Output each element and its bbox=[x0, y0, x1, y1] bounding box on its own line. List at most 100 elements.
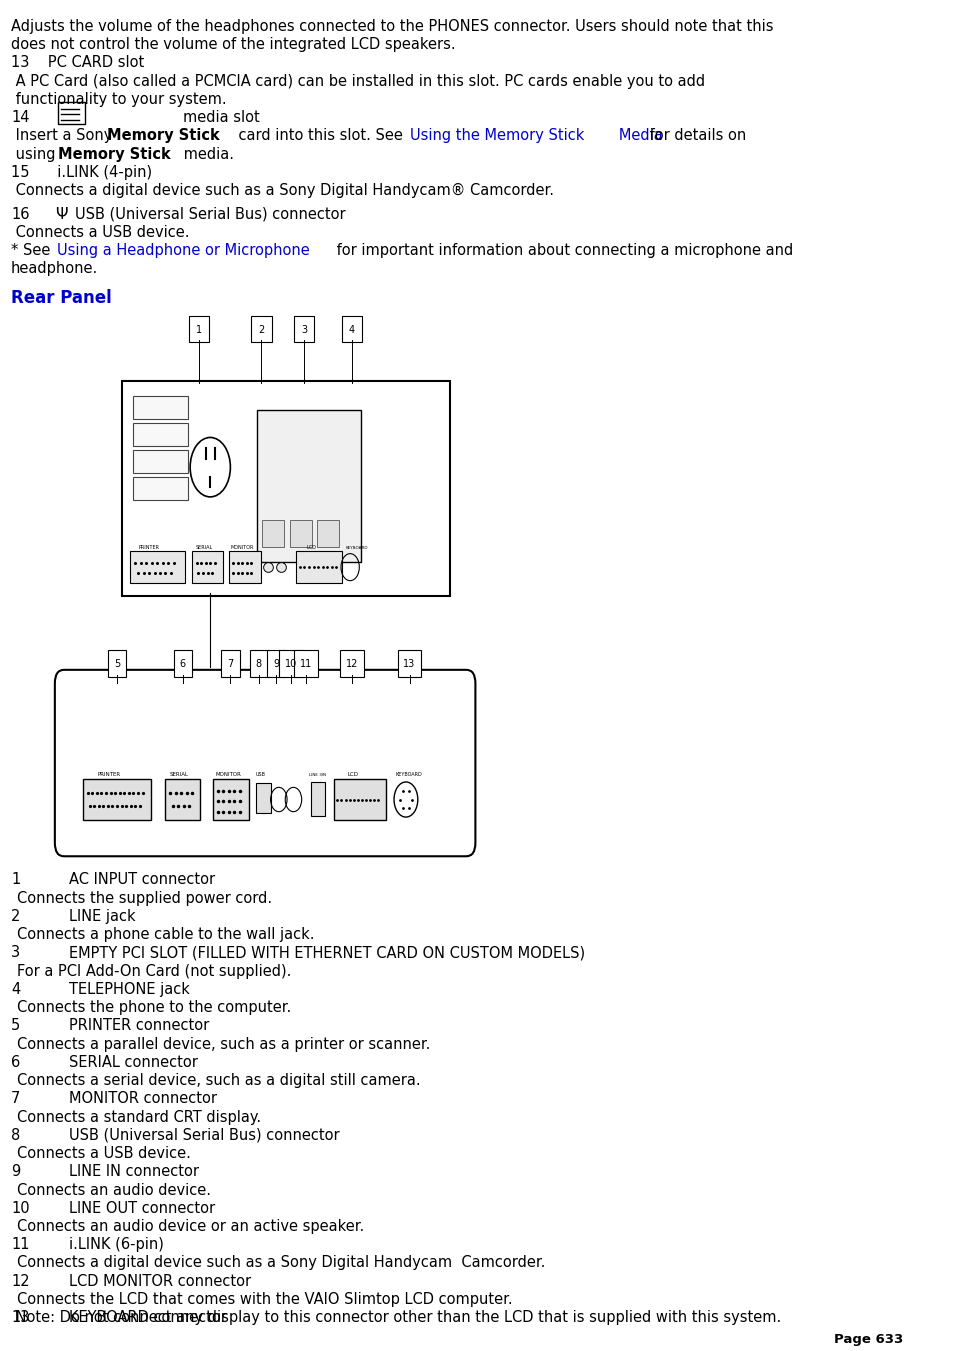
FancyBboxPatch shape bbox=[290, 520, 312, 547]
Text: 1: 1 bbox=[10, 873, 20, 888]
Text: 15      i.LINK (4-pin): 15 i.LINK (4-pin) bbox=[10, 165, 152, 180]
Text: 2: 2 bbox=[10, 909, 20, 924]
FancyBboxPatch shape bbox=[108, 650, 126, 677]
FancyBboxPatch shape bbox=[133, 477, 188, 500]
Text: 9: 9 bbox=[273, 659, 279, 669]
Text: for details on: for details on bbox=[645, 128, 746, 143]
Text: 3: 3 bbox=[10, 946, 20, 961]
FancyBboxPatch shape bbox=[278, 650, 302, 677]
FancyBboxPatch shape bbox=[294, 650, 317, 677]
Text: AC INPUT connector: AC INPUT connector bbox=[69, 873, 214, 888]
Text: SERIAL: SERIAL bbox=[195, 544, 213, 550]
Text: Connects an audio device or an active speaker.: Connects an audio device or an active sp… bbox=[17, 1219, 364, 1233]
FancyBboxPatch shape bbox=[173, 650, 192, 677]
FancyBboxPatch shape bbox=[130, 551, 185, 584]
FancyBboxPatch shape bbox=[397, 650, 421, 677]
Text: 13    PC CARD slot: 13 PC CARD slot bbox=[10, 55, 144, 70]
Text: 1: 1 bbox=[196, 326, 202, 335]
Text: Ψ: Ψ bbox=[54, 207, 68, 222]
Text: Connects a serial device, such as a digital still camera.: Connects a serial device, such as a digi… bbox=[17, 1073, 420, 1088]
Text: Adjusts the volume of the headphones connected to the PHONES connector. Users sh: Adjusts the volume of the headphones con… bbox=[10, 19, 773, 34]
Text: 2: 2 bbox=[258, 326, 264, 335]
Text: 14: 14 bbox=[10, 109, 30, 126]
Text: Insert a Sony: Insert a Sony bbox=[10, 128, 117, 143]
FancyBboxPatch shape bbox=[133, 396, 188, 419]
Text: Connects a standard CRT display.: Connects a standard CRT display. bbox=[17, 1109, 261, 1124]
Text: LINE 3IN: LINE 3IN bbox=[309, 773, 326, 777]
Text: LINE jack: LINE jack bbox=[69, 909, 135, 924]
Text: 10: 10 bbox=[284, 659, 296, 669]
Text: card into this slot. See: card into this slot. See bbox=[220, 128, 407, 143]
Text: 6: 6 bbox=[10, 1055, 20, 1070]
FancyBboxPatch shape bbox=[262, 520, 284, 547]
Text: 13: 13 bbox=[10, 1310, 30, 1325]
Text: MONITOR connector: MONITOR connector bbox=[69, 1092, 216, 1106]
Text: Memory Stick: Memory Stick bbox=[57, 146, 171, 162]
Text: Connects a USB device.: Connects a USB device. bbox=[17, 1146, 191, 1161]
Text: media.: media. bbox=[179, 146, 233, 162]
Text: Connects a digital device such as a Sony Digital Handycam  Camcorder.: Connects a digital device such as a Sony… bbox=[17, 1255, 545, 1270]
Text: Connects a digital device such as a Sony Digital Handycam® Camcorder.: Connects a digital device such as a Sony… bbox=[10, 182, 554, 199]
Text: USB: USB bbox=[255, 771, 266, 777]
Text: Using a Headphone or Microphone: Using a Headphone or Microphone bbox=[56, 243, 309, 258]
FancyBboxPatch shape bbox=[341, 316, 361, 342]
Text: for important information about connecting a microphone and: for important information about connecti… bbox=[332, 243, 792, 258]
Text: * See: * See bbox=[10, 243, 55, 258]
Text: LINE OUT connector: LINE OUT connector bbox=[69, 1201, 214, 1216]
FancyBboxPatch shape bbox=[189, 316, 209, 342]
Text: SERIAL: SERIAL bbox=[170, 771, 189, 777]
FancyBboxPatch shape bbox=[165, 780, 200, 820]
FancyBboxPatch shape bbox=[256, 411, 361, 562]
Text: 11: 11 bbox=[10, 1238, 30, 1252]
Text: Connects the phone to the computer.: Connects the phone to the computer. bbox=[17, 1000, 292, 1015]
Text: KEYBOARD connector: KEYBOARD connector bbox=[69, 1310, 226, 1325]
Text: Connects a phone cable to the wall jack.: Connects a phone cable to the wall jack. bbox=[17, 927, 314, 942]
FancyBboxPatch shape bbox=[229, 551, 260, 584]
Text: 12: 12 bbox=[10, 1274, 30, 1289]
Text: 4: 4 bbox=[349, 326, 355, 335]
Text: using: using bbox=[10, 146, 60, 162]
Text: LCD: LCD bbox=[306, 544, 315, 550]
FancyBboxPatch shape bbox=[255, 784, 271, 813]
Text: LCD: LCD bbox=[347, 771, 358, 777]
Text: functionality to your system.: functionality to your system. bbox=[10, 92, 227, 107]
Text: PRINTER: PRINTER bbox=[98, 771, 121, 777]
Text: For a PCI Add-On Card (not supplied).: For a PCI Add-On Card (not supplied). bbox=[17, 963, 292, 978]
Text: Rear Panel: Rear Panel bbox=[10, 289, 112, 307]
FancyBboxPatch shape bbox=[213, 780, 249, 820]
Text: A PC Card (also called a PCMCIA card) can be installed in this slot. PC cards en: A PC Card (also called a PCMCIA card) ca… bbox=[10, 73, 704, 89]
FancyBboxPatch shape bbox=[311, 782, 325, 816]
FancyBboxPatch shape bbox=[54, 670, 475, 857]
Text: Media: Media bbox=[604, 128, 662, 143]
Text: 11: 11 bbox=[300, 659, 312, 669]
Text: PRINTER: PRINTER bbox=[138, 544, 159, 550]
Text: does not control the volume of the integrated LCD speakers.: does not control the volume of the integ… bbox=[10, 36, 456, 53]
Text: 5: 5 bbox=[113, 659, 120, 669]
Text: Connects the LCD that comes with the VAIO Slimtop LCD computer.: Connects the LCD that comes with the VAI… bbox=[17, 1292, 513, 1306]
Text: Using the Memory Stick: Using the Memory Stick bbox=[410, 128, 584, 143]
Text: 7: 7 bbox=[227, 659, 233, 669]
Text: EMPTY PCI SLOT (FILLED WITH ETHERNET CARD ON CUSTOM MODELS): EMPTY PCI SLOT (FILLED WITH ETHERNET CAR… bbox=[69, 946, 584, 961]
FancyBboxPatch shape bbox=[221, 650, 239, 677]
Text: KEYBOARD: KEYBOARD bbox=[395, 771, 422, 777]
FancyBboxPatch shape bbox=[295, 551, 341, 584]
Text: 10: 10 bbox=[10, 1201, 30, 1216]
Text: 5: 5 bbox=[10, 1019, 20, 1034]
Text: 12: 12 bbox=[345, 659, 357, 669]
Text: i.LINK (6-pin): i.LINK (6-pin) bbox=[69, 1238, 163, 1252]
FancyBboxPatch shape bbox=[252, 316, 272, 342]
Text: Connects a parallel device, such as a printer or scanner.: Connects a parallel device, such as a pr… bbox=[17, 1036, 431, 1051]
Text: headphone.: headphone. bbox=[10, 262, 98, 277]
Text: LCD MONITOR connector: LCD MONITOR connector bbox=[69, 1274, 251, 1289]
Text: Memory Stick: Memory Stick bbox=[107, 128, 219, 143]
FancyBboxPatch shape bbox=[334, 780, 385, 820]
Text: TELEPHONE jack: TELEPHONE jack bbox=[69, 982, 190, 997]
Text: media slot: media slot bbox=[183, 109, 259, 126]
Text: 3: 3 bbox=[301, 326, 307, 335]
Text: Connects the supplied power cord.: Connects the supplied power cord. bbox=[17, 890, 273, 905]
Text: 8: 8 bbox=[255, 659, 261, 669]
Text: 8: 8 bbox=[10, 1128, 20, 1143]
FancyBboxPatch shape bbox=[250, 650, 268, 677]
FancyBboxPatch shape bbox=[83, 780, 151, 820]
FancyBboxPatch shape bbox=[121, 381, 449, 596]
